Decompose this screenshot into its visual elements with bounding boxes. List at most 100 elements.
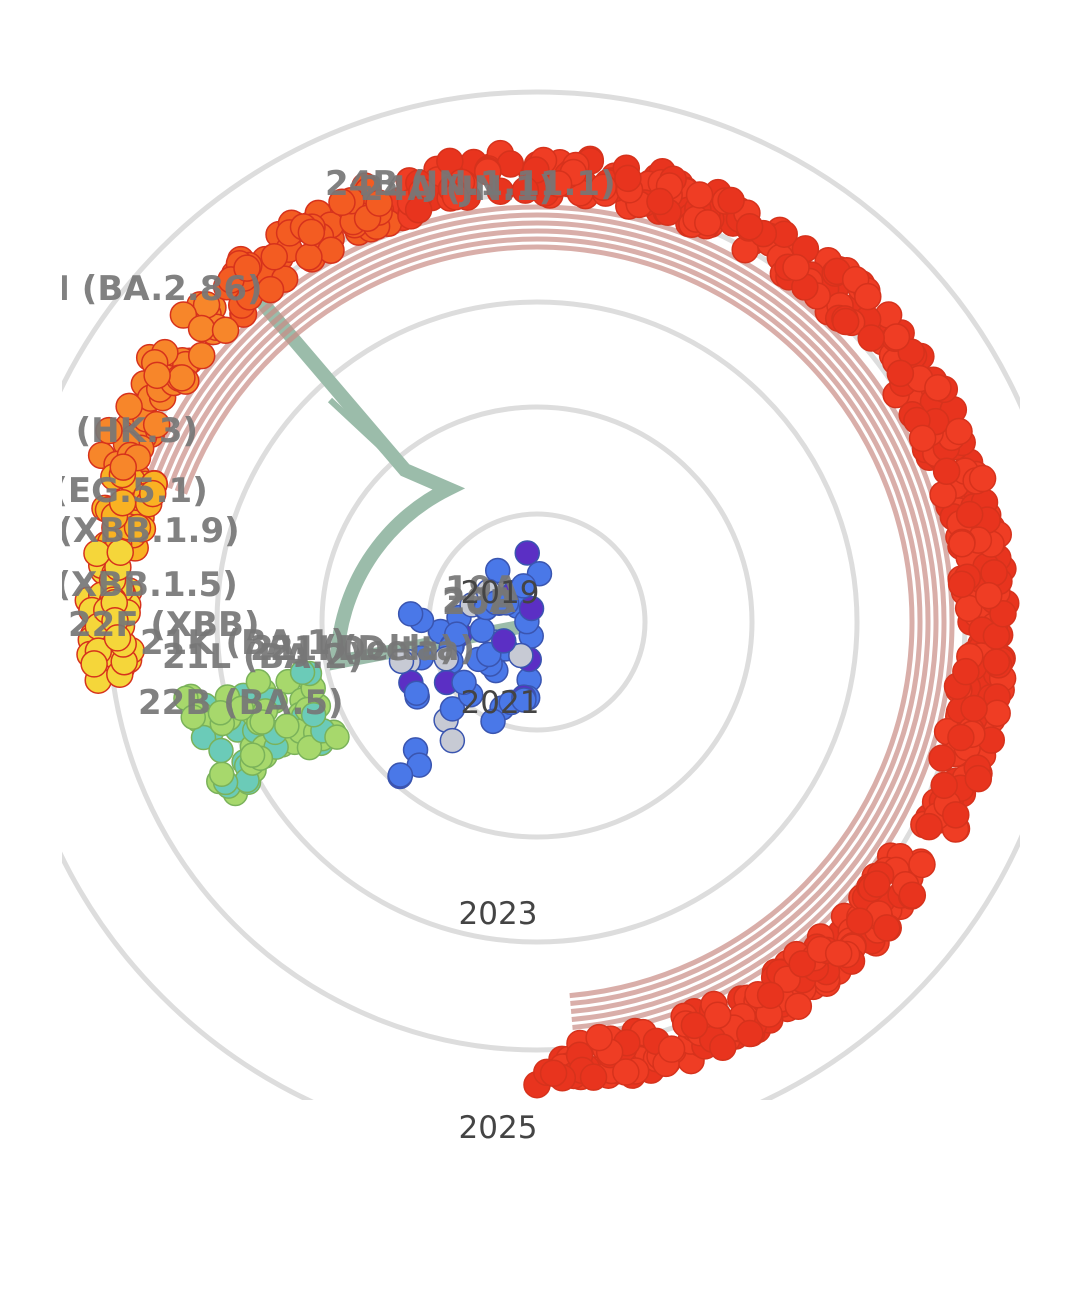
sample [968, 464, 997, 493]
sample [831, 307, 860, 336]
sample [484, 557, 511, 584]
backbone [159, 220, 939, 1022]
backbone [144, 204, 955, 1038]
sample [143, 361, 171, 390]
sample [983, 699, 1011, 727]
sample [544, 170, 573, 198]
sample [365, 189, 393, 217]
sample [300, 702, 327, 728]
sample [142, 410, 171, 439]
tree-panel: 24B (JN.1.11.1) 24A (JN.1) 23I (BA.2.86)… [0, 89, 1020, 1100]
sample [109, 453, 138, 481]
sample [510, 573, 537, 599]
sample [451, 669, 477, 696]
sample [964, 764, 993, 793]
clade-label: 24A (JN.1) [360, 169, 554, 209]
clade-label: 23F (EG.5.1) [0, 471, 208, 511]
ring [214, 299, 860, 945]
sample [511, 176, 540, 204]
sample [908, 850, 936, 879]
sample [260, 243, 289, 271]
sample [980, 559, 1008, 587]
backbone [182, 244, 915, 999]
sample [898, 881, 927, 910]
sample [717, 186, 745, 215]
sample [989, 600, 1017, 628]
clade-label: 19A [445, 569, 519, 609]
sample [947, 723, 975, 752]
sample [328, 188, 356, 217]
sample [397, 601, 424, 627]
sample [942, 801, 970, 829]
sample [508, 642, 534, 669]
sample [863, 870, 891, 898]
clade-labels: 24B (JN.1.11.1) 24A (JN.1) 23I (BA.2.86)… [0, 164, 616, 723]
clade-label: 23A (XBB.1.5) [0, 565, 238, 605]
sample [680, 1011, 709, 1040]
sample [387, 762, 414, 788]
sample [249, 709, 275, 735]
sample [403, 680, 430, 706]
sample [80, 650, 108, 678]
sample [483, 589, 510, 616]
sample [703, 1001, 732, 1029]
sample [854, 282, 882, 311]
sample [947, 570, 976, 599]
clade-label: 21J (Delta) [250, 629, 455, 669]
sample [735, 212, 764, 241]
sample [882, 323, 911, 351]
sample [168, 364, 196, 392]
sample [207, 700, 234, 726]
sample [187, 341, 216, 370]
sample [123, 513, 152, 542]
sample [873, 914, 901, 942]
sample [579, 1063, 608, 1091]
sample [824, 939, 853, 968]
sample [208, 761, 235, 788]
sample [433, 646, 460, 672]
sample [614, 164, 642, 193]
ring [62, 89, 1020, 1100]
clade-label: 21I (Delta) [270, 629, 475, 669]
sample [404, 195, 433, 224]
sample [138, 479, 167, 508]
phylogeny [74, 139, 1020, 1099]
sample [115, 392, 143, 421]
sample [511, 687, 537, 713]
sample [289, 659, 316, 686]
sample [924, 373, 952, 402]
sample [782, 253, 810, 282]
ring [319, 404, 755, 840]
sample [694, 209, 722, 237]
sample [930, 771, 958, 800]
sample [187, 314, 216, 343]
sample [436, 147, 464, 176]
sample [95, 416, 123, 445]
ring-label: 2025 [459, 1110, 538, 1146]
sample [518, 595, 545, 622]
sample [756, 981, 785, 1010]
sample [928, 744, 956, 772]
sample [982, 648, 1011, 676]
sample [324, 724, 350, 750]
ring-label: 2019 [461, 575, 540, 611]
clade-label: 23H (HK.3) [0, 411, 198, 451]
sample [955, 500, 984, 529]
sample [388, 648, 415, 675]
sample [929, 480, 957, 509]
sample [108, 488, 137, 517]
sample [539, 1059, 568, 1087]
sample [180, 704, 206, 730]
sample [439, 727, 466, 754]
sample [514, 540, 541, 566]
sample [208, 737, 234, 764]
sample [295, 243, 323, 271]
sample [444, 621, 470, 647]
sample [932, 457, 961, 485]
sample [190, 724, 217, 751]
sample [709, 1033, 737, 1061]
backbone [174, 236, 923, 1007]
sample [960, 694, 988, 723]
sample [245, 669, 272, 695]
trunk [254, 295, 532, 671]
